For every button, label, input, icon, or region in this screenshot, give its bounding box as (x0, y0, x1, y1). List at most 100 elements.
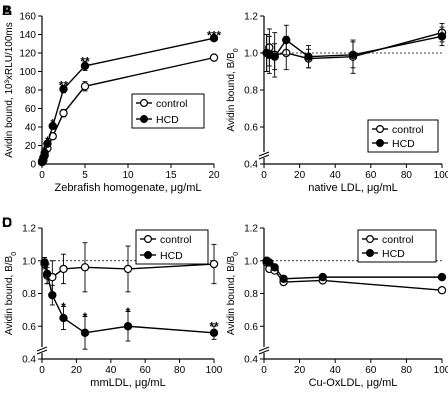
y-tick-label: 0.4 (22, 355, 36, 366)
y-tick-label: 120 (19, 49, 36, 60)
panel-c: C 0.4 0.6 0.8 1.0 1.2 0 20 40 60 80 100 mmLDL, μg/mL… (2, 214, 223, 389)
data-point (59, 84, 68, 94)
data-point (59, 264, 68, 274)
panel-letter: D (2, 214, 12, 230)
y-tick-label: 140 (19, 30, 36, 41)
series-line (43, 262, 215, 334)
y-tick-label: 0.4 (244, 355, 258, 366)
x-tick-label: 60 (365, 365, 377, 376)
series-hcd (37, 34, 219, 166)
legend: control HCD (131, 93, 205, 129)
data-point (348, 50, 358, 60)
x-tick-label: 0 (261, 365, 267, 376)
y-tick-label: 1.0 (22, 256, 36, 267)
legend-label: control (382, 234, 414, 246)
legend-label: control (156, 98, 188, 110)
data-point (43, 139, 52, 148)
series-hcd (262, 256, 447, 283)
x-tick-label: 100 (434, 170, 448, 181)
x-tick-label: 15 (165, 170, 177, 181)
y-tick-label: 0.6 (22, 322, 36, 333)
data-point (270, 52, 279, 61)
x-tick-label: 0 (39, 365, 45, 376)
data-point (437, 32, 447, 41)
axis-break-mark (36, 346, 48, 352)
y-axis-label-subscript: 0 (233, 252, 240, 256)
x-tick-label: 80 (401, 170, 413, 181)
legend-label: control (160, 234, 192, 246)
y-tick-label: 0.8 (244, 86, 258, 97)
y-axis-label-text: Avidin bound, 10³xRLU/100ms (4, 22, 15, 157)
data-point (304, 52, 313, 61)
y-tick-label: 100 (19, 67, 36, 78)
data-point (123, 322, 133, 331)
data-point (318, 272, 327, 282)
panel-letter: A (2, 2, 12, 18)
y-axis-label: Avidin bound, B/B0 (226, 48, 240, 131)
significance-marker: ** (80, 54, 90, 68)
y-axis-label-text: Avidin bound, B/B (226, 52, 237, 132)
significance-marker: ** (209, 320, 219, 334)
significance-marker: * (83, 310, 88, 324)
legend: control HCD (367, 119, 439, 153)
data-point (209, 328, 219, 337)
series-hcd (40, 257, 219, 350)
data-point (40, 258, 49, 267)
data-point (265, 258, 274, 267)
legend-marker (366, 235, 375, 244)
data-point (209, 53, 219, 62)
y-tick-label: 0 (30, 160, 36, 171)
data-point (437, 286, 447, 295)
y-tick-label: 160 (19, 12, 36, 23)
data-point (282, 35, 291, 45)
legend-marker (144, 251, 153, 260)
x-tick-label: 80 (174, 365, 186, 376)
significance-marker: * (126, 305, 131, 319)
x-tick-label: 40 (105, 365, 117, 376)
significance-marker: * (42, 144, 47, 158)
legend-label: HCD (156, 114, 179, 126)
significance-marker: * (61, 300, 66, 314)
legend-marker (144, 235, 153, 244)
data-point (59, 313, 68, 323)
legend-marker (366, 249, 375, 258)
axis-break-mark (258, 346, 270, 352)
y-tick-label: 0.8 (22, 289, 36, 300)
y-axis-label-text: Avidin bound, B/B (4, 255, 15, 335)
y-tick-label: 1.0 (244, 49, 258, 60)
x-tick-label: 60 (140, 365, 152, 376)
x-tick-label: 100 (206, 365, 223, 376)
x-tick-label: 20 (294, 170, 306, 181)
data-point (80, 328, 90, 337)
axis-break-mark (258, 154, 270, 160)
significance-marker: * (45, 134, 50, 148)
x-tick-label: 100 (434, 365, 448, 376)
x-tick-label: 10 (122, 170, 134, 181)
x-tick-label: 60 (365, 170, 377, 181)
x-axis-label: native LDL, μg/mL (308, 182, 398, 194)
panel-letter: B (2, 2, 12, 18)
data-point (123, 264, 133, 274)
x-tick-label: 20 (71, 365, 83, 376)
series-control (262, 258, 447, 295)
axis-break-mark (36, 349, 48, 355)
legend-label: HCD (382, 248, 405, 260)
series-line (266, 262, 443, 291)
significance-marker: *** (207, 29, 221, 43)
axis-break-gap (37, 347, 47, 353)
data-point (42, 269, 52, 279)
x-tick-label: 5 (82, 170, 88, 181)
legend: control HCD (357, 229, 437, 263)
data-point (437, 272, 447, 282)
data-point (80, 82, 90, 91)
axis-break-mark (258, 349, 270, 355)
y-tick-label: 40 (25, 123, 37, 134)
y-axis-label: Avidin bound, B/B0 (4, 252, 18, 335)
x-tick-label: 0 (261, 170, 267, 181)
y-tick-label: 80 (25, 86, 37, 97)
data-point (40, 148, 49, 158)
y-tick-label: 60 (25, 104, 37, 115)
y-axis-label-subscript: 0 (11, 252, 18, 256)
legend-marker (140, 114, 149, 123)
